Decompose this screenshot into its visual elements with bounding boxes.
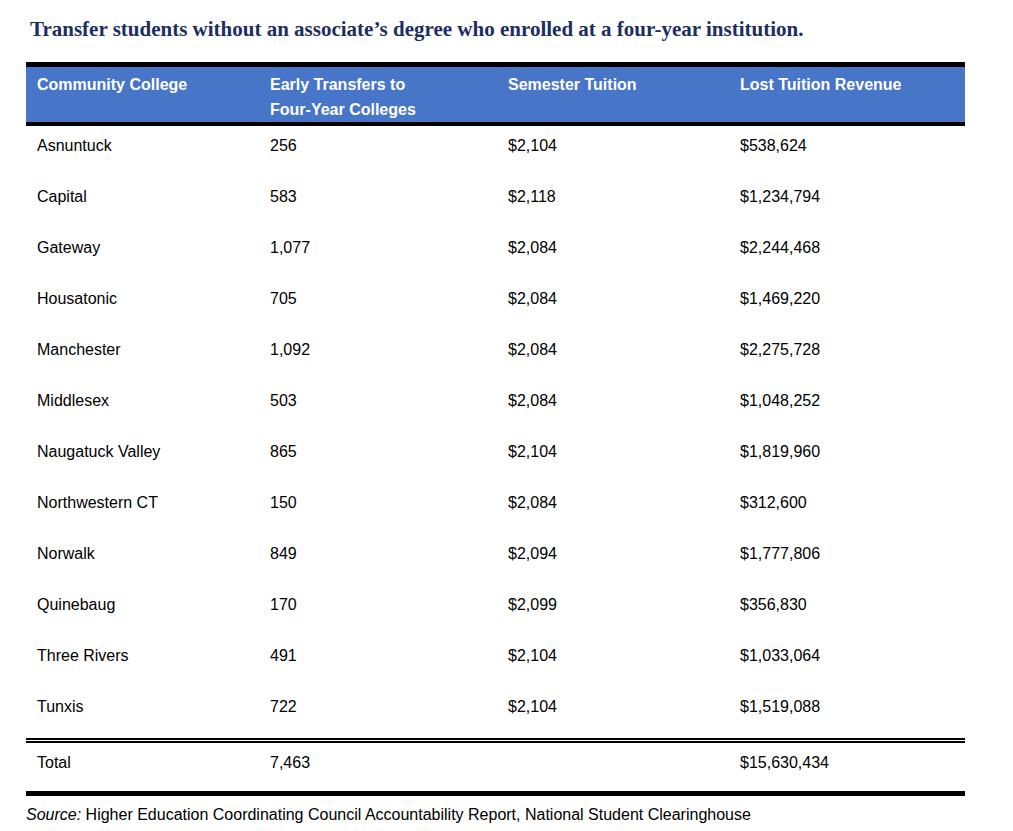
cell-college: Northwestern CT (26, 493, 270, 534)
cell-transfers: 491 (270, 646, 508, 687)
table-row: Manchester 1,092 $2,084 $2,275,728 (26, 330, 965, 381)
cell-tuition: $2,094 (508, 544, 740, 585)
cell-college: Norwalk (26, 544, 270, 585)
table-row: Gateway 1,077 $2,084 $2,244,468 (26, 228, 965, 279)
cell-college: Manchester (26, 340, 270, 381)
cell-tuition: $2,084 (508, 391, 740, 432)
total-lost-revenue: $15,630,434 (740, 753, 965, 791)
table-row: Northwestern CT 150 $2,084 $312,600 (26, 483, 965, 534)
cell-transfers: 170 (270, 595, 508, 636)
total-label: Total (26, 753, 270, 791)
header-lost-tuition-revenue: Lost Tuition Revenue (740, 72, 965, 97)
cell-lost-revenue: $1,519,088 (740, 697, 965, 738)
cell-college: Gateway (26, 238, 270, 279)
cell-college: Asnuntuck (26, 136, 270, 177)
cell-lost-revenue: $1,777,806 (740, 544, 965, 585)
header-semester-tuition: Semester Tuition (508, 72, 740, 97)
cell-tuition: $2,118 (508, 187, 740, 228)
table-total-row: Total 7,463 $15,630,434 (26, 743, 965, 791)
table-row: Norwalk 849 $2,094 $1,777,806 (26, 534, 965, 585)
cell-tuition: $2,084 (508, 340, 740, 381)
source-text: Higher Education Coordinating Council Ac… (86, 806, 751, 823)
page-title: Transfer students without an associate’s… (30, 15, 990, 43)
cell-lost-revenue: $1,234,794 (740, 187, 965, 228)
cell-transfers: 865 (270, 442, 508, 483)
table-row: Middlesex 503 $2,084 $1,048,252 (26, 381, 965, 432)
cell-college: Quinebaug (26, 595, 270, 636)
table-row: Tunxis 722 $2,104 $1,519,088 (26, 687, 965, 738)
cell-lost-revenue: $538,624 (740, 136, 965, 177)
cell-transfers: 722 (270, 697, 508, 738)
cell-college: Capital (26, 187, 270, 228)
cell-tuition: $2,104 (508, 646, 740, 687)
cell-transfers: 705 (270, 289, 508, 330)
total-transfers: 7,463 (270, 753, 508, 791)
cell-transfers: 849 (270, 544, 508, 585)
cell-transfers: 256 (270, 136, 508, 177)
cell-transfers: 503 (270, 391, 508, 432)
table-total-section: Total 7,463 $15,630,434 (26, 738, 965, 796)
cell-college: Tunxis (26, 697, 270, 738)
cell-transfers: 1,077 (270, 238, 508, 279)
source-label: Source: (26, 806, 81, 823)
table-body: Asnuntuck 256 $2,104 $538,624 Capital 58… (26, 126, 965, 738)
cell-transfers: 1,092 (270, 340, 508, 381)
cell-college: Middlesex (26, 391, 270, 432)
cell-tuition: $2,084 (508, 493, 740, 534)
cell-tuition: $2,084 (508, 238, 740, 279)
cell-college: Naugatuck Valley (26, 442, 270, 483)
cell-tuition: $2,104 (508, 442, 740, 483)
header-early-transfers: Early Transfers to Four-Year Colleges (270, 72, 508, 122)
table-row: Quinebaug 170 $2,099 $356,830 (26, 585, 965, 636)
cell-lost-revenue: $1,469,220 (740, 289, 965, 330)
cell-lost-revenue: $1,033,064 (740, 646, 965, 687)
cell-lost-revenue: $356,830 (740, 595, 965, 636)
table-row: Naugatuck Valley 865 $2,104 $1,819,960 (26, 432, 965, 483)
cell-lost-revenue: $1,819,960 (740, 442, 965, 483)
cell-college: Housatonic (26, 289, 270, 330)
cell-tuition: $2,104 (508, 697, 740, 738)
cell-tuition: $2,099 (508, 595, 740, 636)
cell-lost-revenue: $2,275,728 (740, 340, 965, 381)
cell-transfers: 150 (270, 493, 508, 534)
transfer-students-table: Community College Early Transfers to Fou… (26, 62, 965, 831)
table-row: Asnuntuck 256 $2,104 $538,624 (26, 126, 965, 177)
table-row: Three Rivers 491 $2,104 $1,033,064 (26, 636, 965, 687)
cell-lost-revenue: $312,600 (740, 493, 965, 534)
cell-lost-revenue: $2,244,468 (740, 238, 965, 279)
cell-tuition: $2,084 (508, 289, 740, 330)
total-tuition-empty (508, 753, 740, 791)
table-header-row: Community College Early Transfers to Fou… (26, 62, 965, 126)
table-row: Capital 583 $2,118 $1,234,794 (26, 177, 965, 228)
table-row: Housatonic 705 $2,084 $1,469,220 (26, 279, 965, 330)
source-note: Source: Higher Education Coordinating Co… (26, 796, 965, 825)
header-community-college: Community College (26, 72, 270, 97)
cell-college: Three Rivers (26, 646, 270, 687)
cell-transfers: 583 (270, 187, 508, 228)
cell-tuition: $2,104 (508, 136, 740, 177)
cell-lost-revenue: $1,048,252 (740, 391, 965, 432)
